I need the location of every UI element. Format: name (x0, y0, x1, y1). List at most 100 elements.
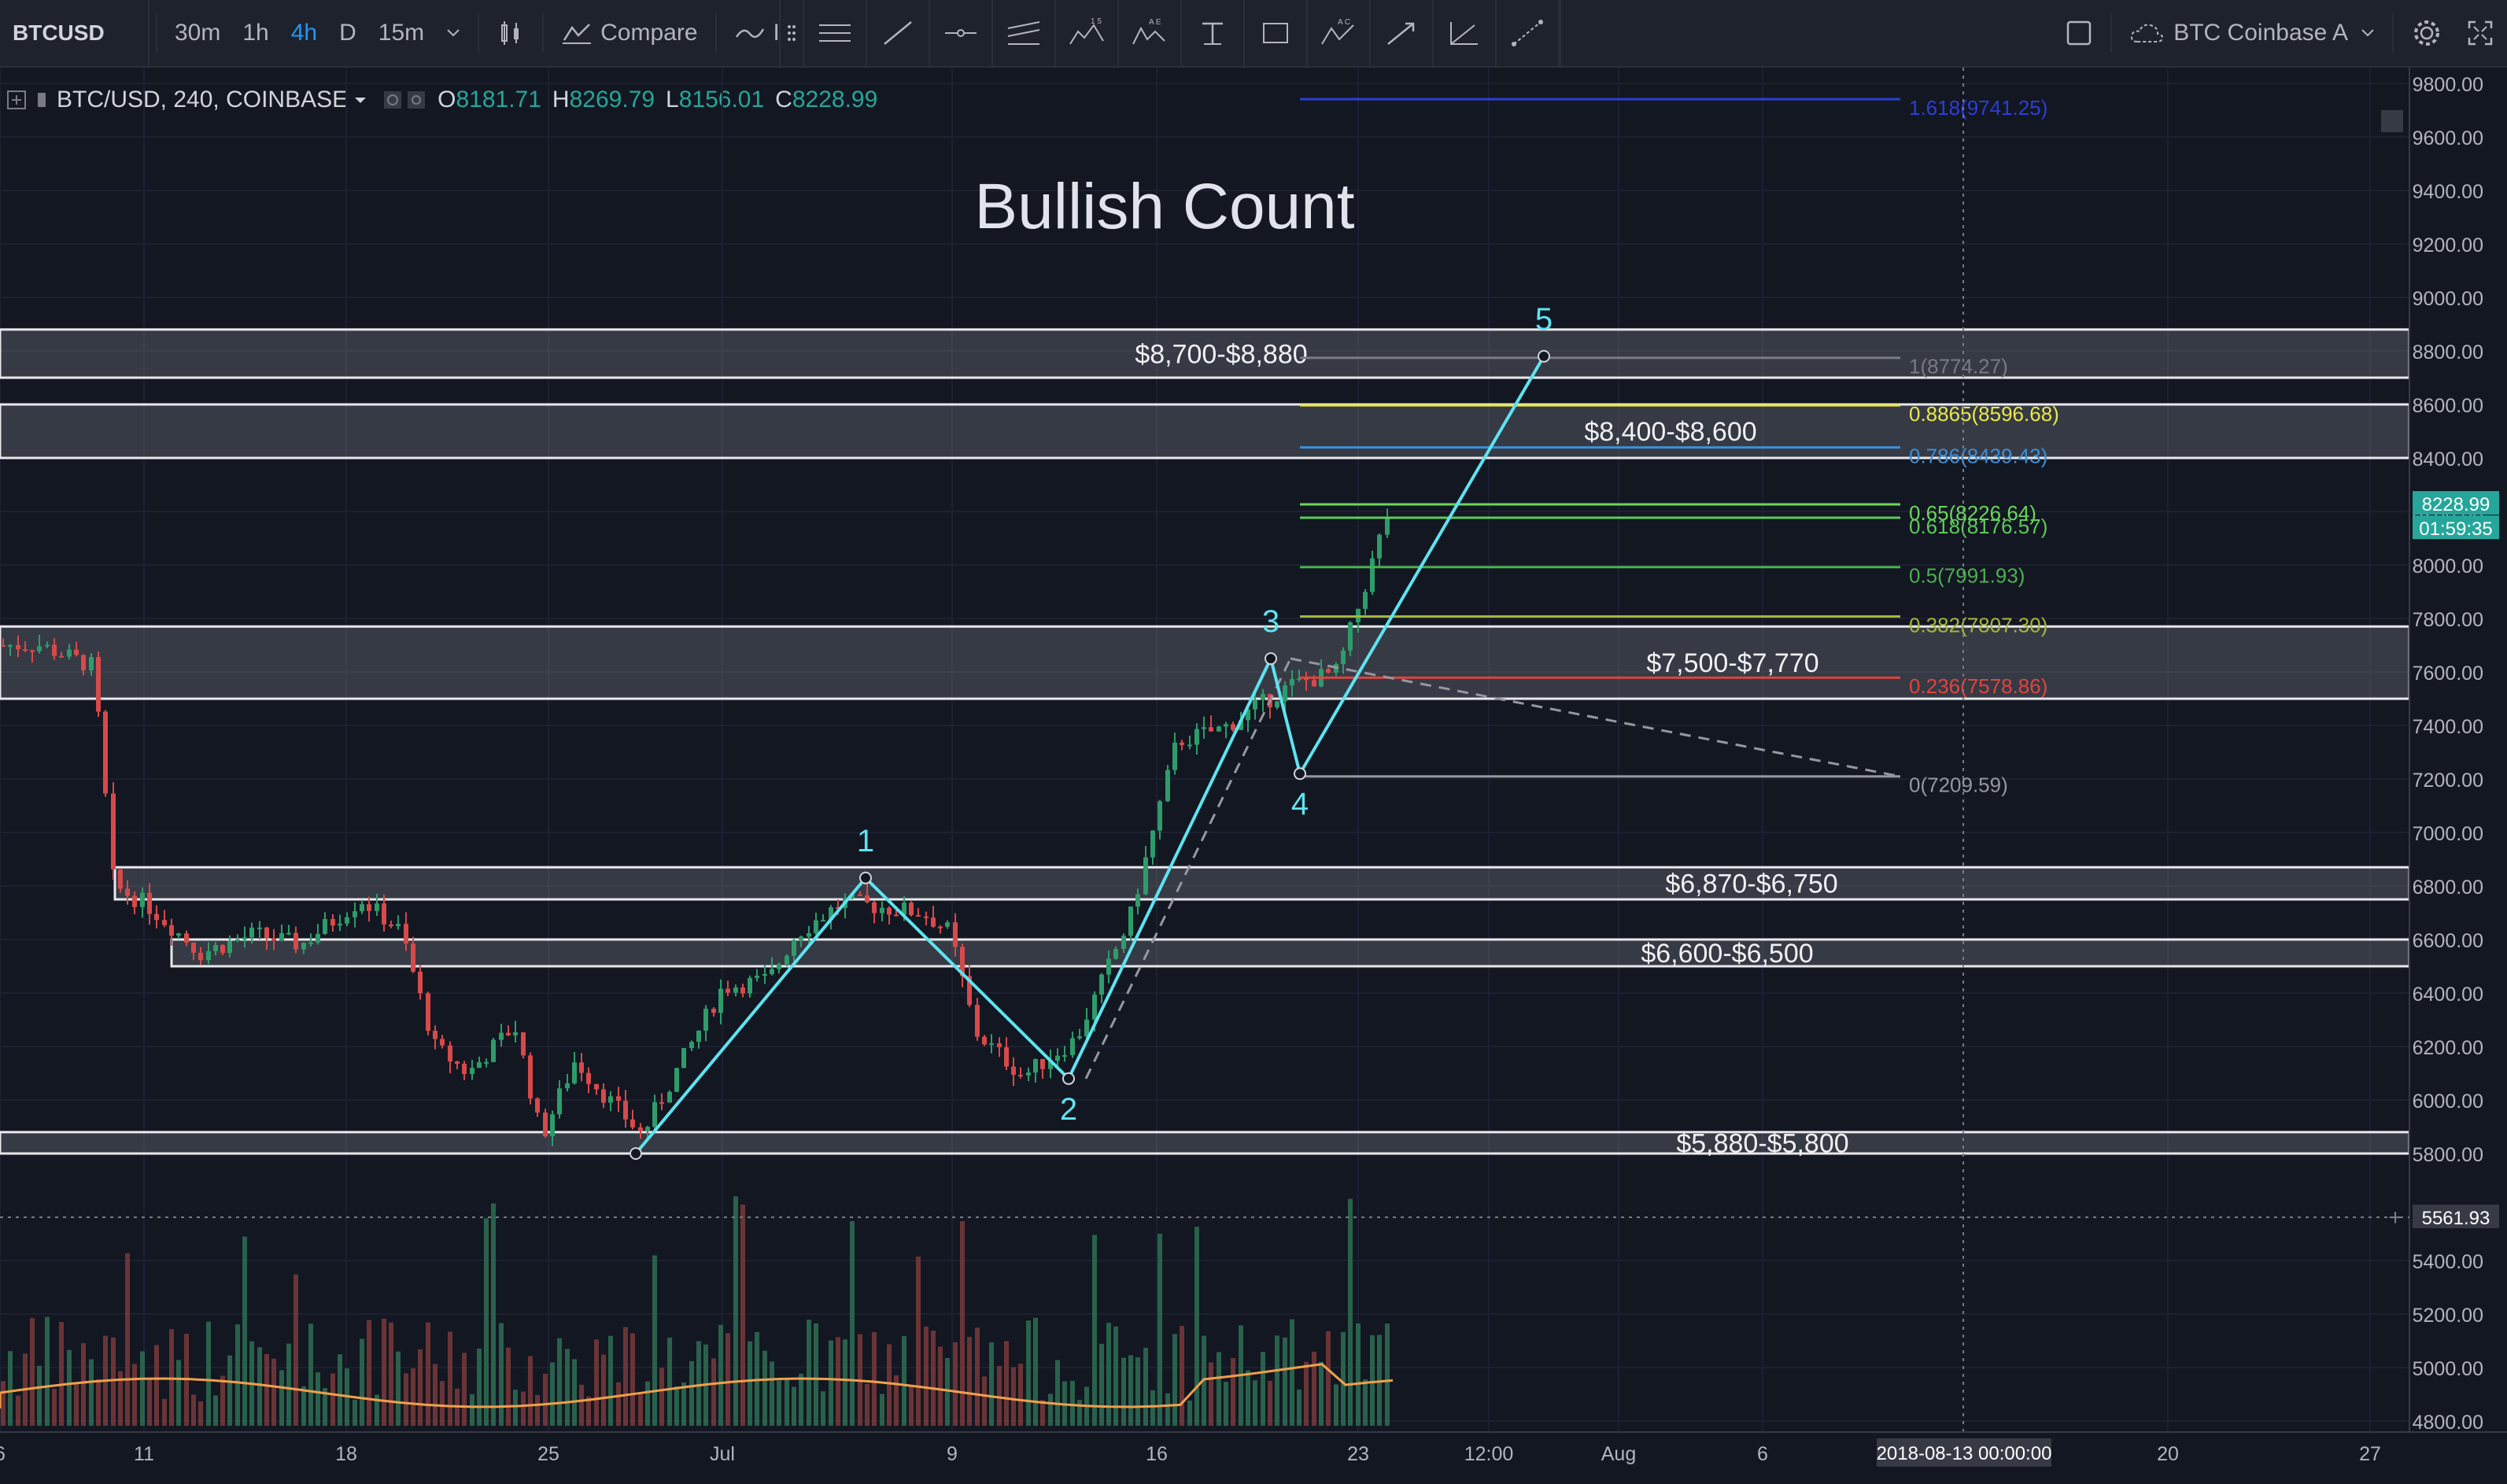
candle-body (894, 914, 899, 917)
chart-type-button[interactable] (486, 0, 536, 66)
high-value: 8269.79 (569, 87, 655, 113)
abcde-icon: A E (1132, 18, 1165, 45)
interval-4h[interactable]: 4h (290, 20, 318, 46)
candle-body (279, 933, 284, 941)
price-axis-bg (2409, 68, 2507, 1432)
candle-body (799, 936, 803, 940)
candle-body (1326, 669, 1331, 673)
candle-body (470, 1068, 474, 1074)
volume-bar (931, 1331, 936, 1426)
candle-body (718, 988, 723, 1013)
volume-bar (785, 1378, 789, 1426)
gear-small-icon[interactable] (406, 90, 426, 110)
volume-bar (308, 1323, 313, 1426)
volume-bar (191, 1394, 196, 1426)
toolbar-handle[interactable] (781, 0, 804, 66)
price-tick-label: 7600.00 (2413, 663, 2483, 685)
volume-bar (814, 1323, 818, 1426)
lines-icon (819, 24, 851, 42)
volume-bar (982, 1376, 987, 1426)
candle-body (550, 1114, 555, 1137)
volume-bar (543, 1373, 548, 1426)
divider (714, 13, 717, 53)
candle-body (118, 869, 123, 889)
candle-body (220, 945, 225, 954)
cloud-icon (2131, 24, 2164, 42)
candle-body (404, 924, 408, 944)
candle-body (1033, 1058, 1038, 1073)
tool-rectangle[interactable] (1245, 0, 1308, 66)
interval-d[interactable]: D (339, 20, 356, 46)
candle-body (1377, 534, 1382, 559)
candle-body (89, 657, 94, 670)
tool-text[interactable] (1182, 0, 1245, 66)
interval-15m[interactable]: 15m (378, 20, 425, 46)
symbol-title[interactable]: BTC/USD, 240, COINBASE (57, 87, 349, 113)
settings-button[interactable] (2400, 0, 2453, 66)
volume-bar (535, 1395, 540, 1426)
compare-button[interactable]: Compare (550, 0, 708, 66)
volume-bar (681, 1382, 686, 1426)
tool-elliott-impulse[interactable]: 1 5 (1056, 0, 1119, 66)
volume-bar (484, 1218, 489, 1426)
tool-arrow[interactable] (1371, 0, 1434, 66)
candle-body (630, 1119, 635, 1128)
tool-horizontal-lines[interactable] (804, 0, 867, 66)
volume-bar (8, 1351, 13, 1426)
tool-horizontal-ray[interactable] (930, 0, 993, 66)
candle-body (528, 1055, 533, 1098)
volume-bar (176, 1360, 181, 1426)
chart-axes: 9800.00 9600.00 9400.00 9200.00 9000.00 8800.… (0, 68, 2507, 1484)
volume-bar (16, 1395, 20, 1426)
volume-bar (1217, 1352, 1221, 1426)
volume-bar (608, 1335, 613, 1426)
tool-abcd-pattern[interactable]: A C (1308, 0, 1371, 66)
volume-bar (286, 1343, 291, 1426)
volume-bar (601, 1354, 606, 1426)
caret-down-icon[interactable] (353, 94, 368, 105)
visibility-icon[interactable] (33, 88, 50, 112)
interval-dropdown[interactable] (435, 0, 471, 66)
fullscreen-button[interactable] (2453, 0, 2507, 66)
volume-bar (499, 1323, 504, 1426)
volume-bar (1283, 1337, 1287, 1426)
tool-trend-line[interactable] (867, 0, 930, 66)
candle-body (96, 657, 101, 712)
volume-bar (1084, 1386, 1089, 1426)
symbol-search[interactable]: BTCUSD (0, 0, 150, 66)
fullscreen-box-button[interactable] (2054, 0, 2104, 66)
settings-small-icon[interactable] (382, 90, 403, 110)
volume-bar (1165, 1393, 1170, 1426)
candle-body (967, 976, 972, 1006)
candle-body (557, 1088, 562, 1115)
volume-bar (404, 1373, 408, 1426)
volume-bar (1253, 1380, 1257, 1426)
candle-body (1385, 518, 1390, 535)
volume-bar (755, 1331, 759, 1426)
price-tick-label: 5400.00 (2413, 1251, 2483, 1273)
interval-1h[interactable]: 1h (242, 20, 269, 46)
tool-fib-angle[interactable] (1434, 0, 1497, 66)
candles-icon (501, 21, 519, 45)
close-value: 8228.99 (792, 87, 878, 113)
candle-body (1, 645, 6, 647)
tool-elliott-triangle[interactable]: A E (1119, 0, 1182, 66)
exchange-selector[interactable]: BTC Coinbase A (2118, 0, 2386, 66)
expand-legend-icon[interactable] (5, 88, 28, 112)
volume-bar (623, 1327, 628, 1426)
crosshair-time-label: 2018-08-13 00:00:00 (1877, 1443, 2052, 1464)
candle-body (829, 907, 833, 921)
volume-bar (1150, 1390, 1155, 1426)
candle-body (491, 1039, 496, 1062)
volume-bar (887, 1344, 892, 1426)
volume-bar (45, 1316, 50, 1426)
candle-body (198, 952, 203, 961)
wave-label: 1 (857, 824, 874, 858)
interval-30m[interactable]: 30m (175, 20, 221, 46)
volume-bar (506, 1347, 511, 1426)
tool-measure[interactable] (1497, 0, 1560, 66)
time-tick-label: 12:00 (1464, 1443, 1514, 1465)
tool-parallel-channel[interactable] (993, 0, 1056, 66)
zone-label: $6,870-$6,750 (1665, 869, 1837, 899)
